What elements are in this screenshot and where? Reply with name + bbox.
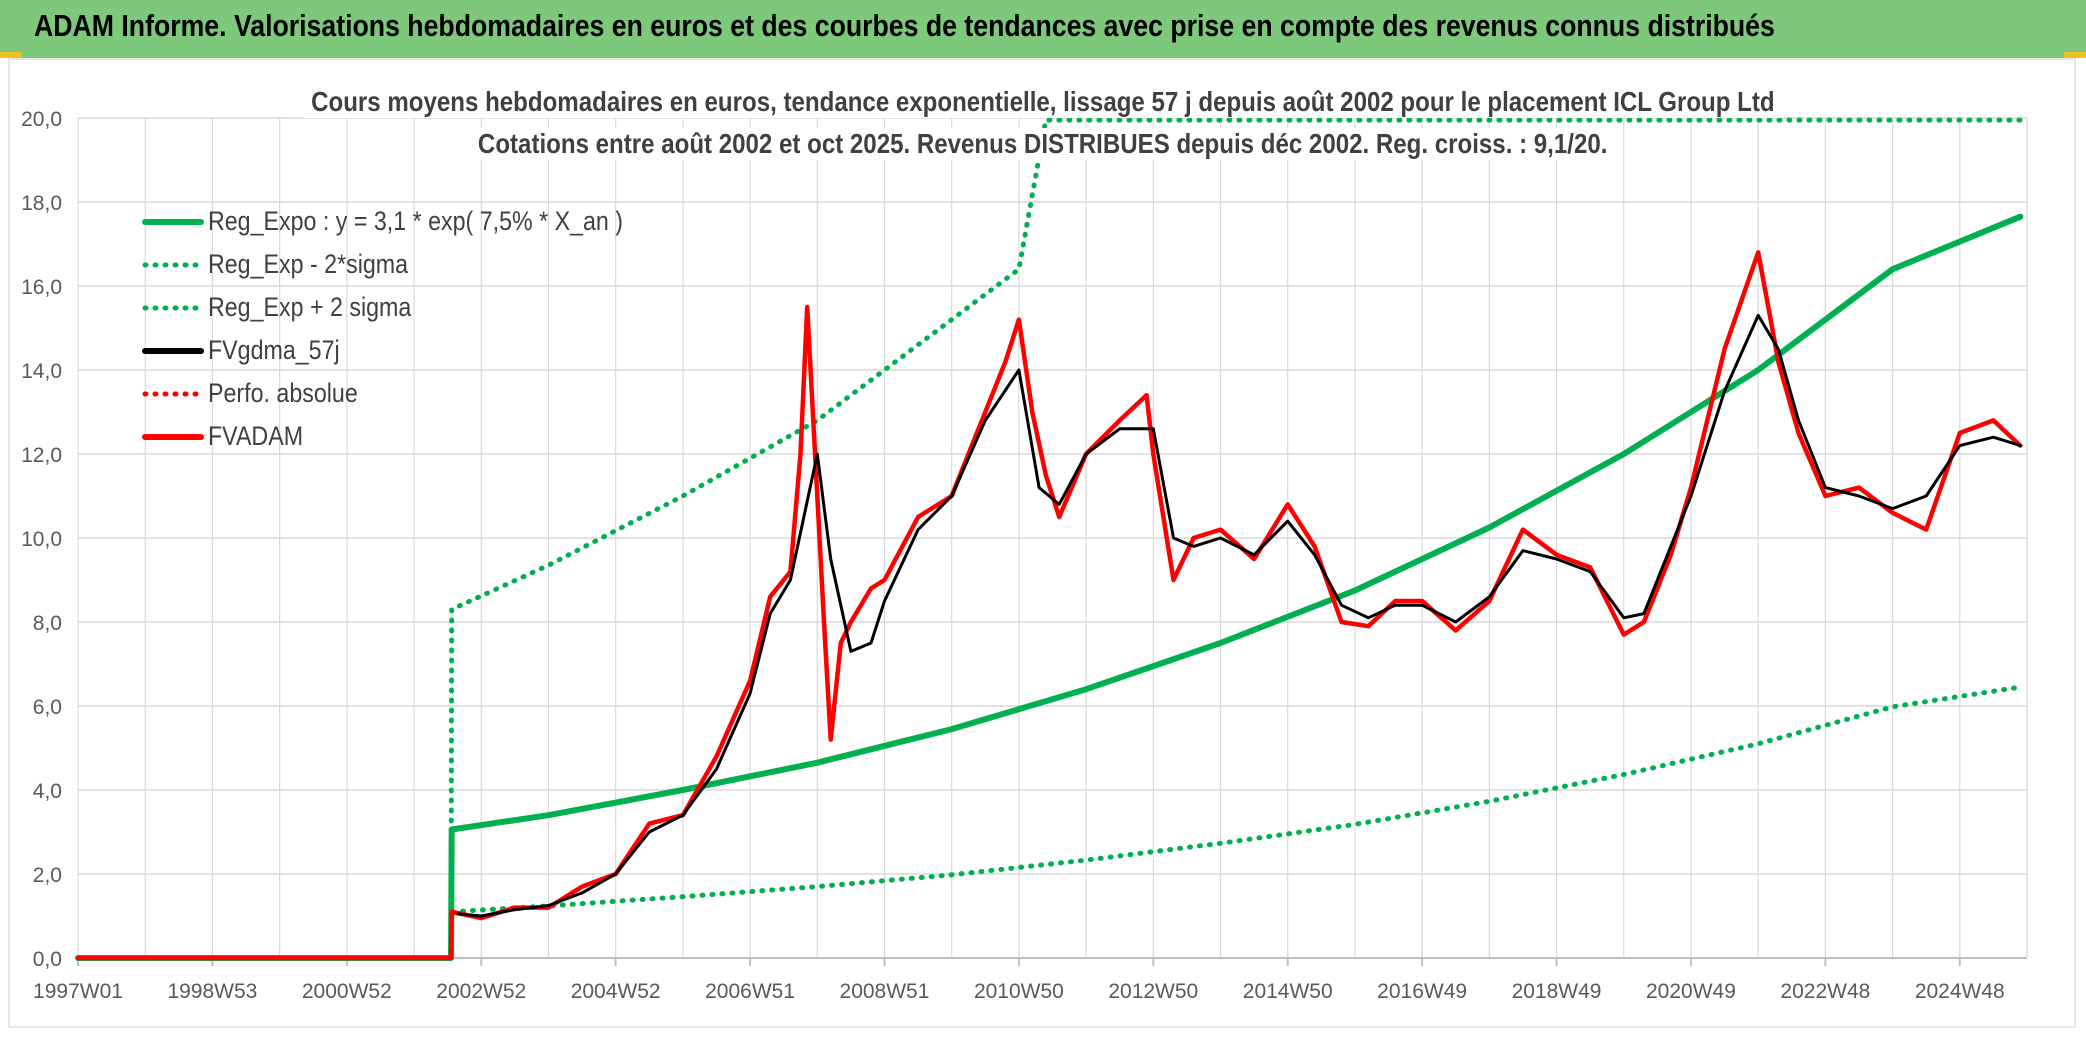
legend-swatch [142,347,204,354]
y-tick-label: 6,0 [33,696,62,719]
header-bar: ADAM Informe. Valorisations hebdomadaire… [0,0,2086,58]
x-tick-label: 2024W48 [1915,980,2005,1003]
series-line-fvgdma-57j [456,313,2022,918]
y-tick-label: 10,0 [21,528,62,551]
x-tick-label: 2016W49 [1377,980,1467,1003]
y-tick-label: 4,0 [33,780,62,803]
legend-label: FVgdma_57j [208,335,340,365]
legend-label: Reg_Expo : y = 3,1 * exp( 7,5% * X_an ) [208,206,623,236]
x-tick-label: 2002W52 [436,980,526,1003]
y-tick-label: 0,0 [33,948,62,971]
legend-label: Reg_Exp + 2 sigma [208,292,412,322]
chart-subtitle: Cotations entre août 2002 et oct 2025. R… [0,128,2086,160]
y-tick-label: 20,0 [21,108,62,131]
legend-item: Reg_Expo : y = 3,1 * exp( 7,5% * X_an ) [142,200,691,243]
y-tick-label: 18,0 [21,192,62,215]
legend-item: FVgdma_57j [142,329,691,372]
legend-label: Perfo. absolue [208,378,358,408]
x-tick-label: 2010W50 [974,980,1064,1003]
x-tick-label: 2018W49 [1512,980,1602,1003]
legend-swatch [142,218,204,225]
y-tick-label: 8,0 [33,612,62,635]
x-tick-label: 2012W50 [1108,980,1198,1003]
legend-swatch [142,262,204,267]
chart-title: Cours moyens hebdomadaires en euros, ten… [0,86,2086,118]
corner-mark-right [2064,52,2086,58]
y-tick-label: 14,0 [21,360,62,383]
chart-frame [8,58,2076,1028]
x-tick-label: 2008W51 [840,980,930,1003]
legend-item: FVADAM [142,415,691,458]
legend-swatch [142,433,204,440]
legend-item: Perfo. absolue [142,372,691,415]
series-line-reg-exp-2-sigma [75,117,2023,961]
legend-item: Reg_Exp + 2 sigma [142,286,691,329]
x-tick-label: 2004W52 [571,980,661,1003]
x-tick-label: 2022W48 [1780,980,1870,1003]
legend-swatch [142,305,204,310]
header-title: ADAM Informe. Valorisations hebdomadaire… [34,8,1775,43]
x-tick-label: 2006W51 [705,980,795,1003]
x-tick-label: 1997W01 [33,980,123,1003]
x-tick-label: 2000W52 [302,980,392,1003]
x-tick-label: 2014W50 [1243,980,1333,1003]
y-tick-label: 16,0 [21,276,62,299]
chart-legend: Reg_Expo : y = 3,1 * exp( 7,5% * X_an ) R… [142,200,691,458]
y-tick-label: 2,0 [33,864,62,887]
y-tick-label: 12,0 [21,444,62,467]
legend-swatch [142,391,204,396]
legend-item: Reg_Exp - 2*sigma [142,243,691,286]
series-line-reg-exp-2-sigma [75,684,2023,961]
legend-label: Reg_Exp - 2*sigma [208,249,409,279]
x-tick-label: 2020W49 [1646,980,1736,1003]
legend-label: FVADAM [208,421,304,451]
series-line-fvadam [75,250,2023,961]
corner-mark-left [0,52,22,58]
x-tick-label: 1998W53 [167,980,257,1003]
